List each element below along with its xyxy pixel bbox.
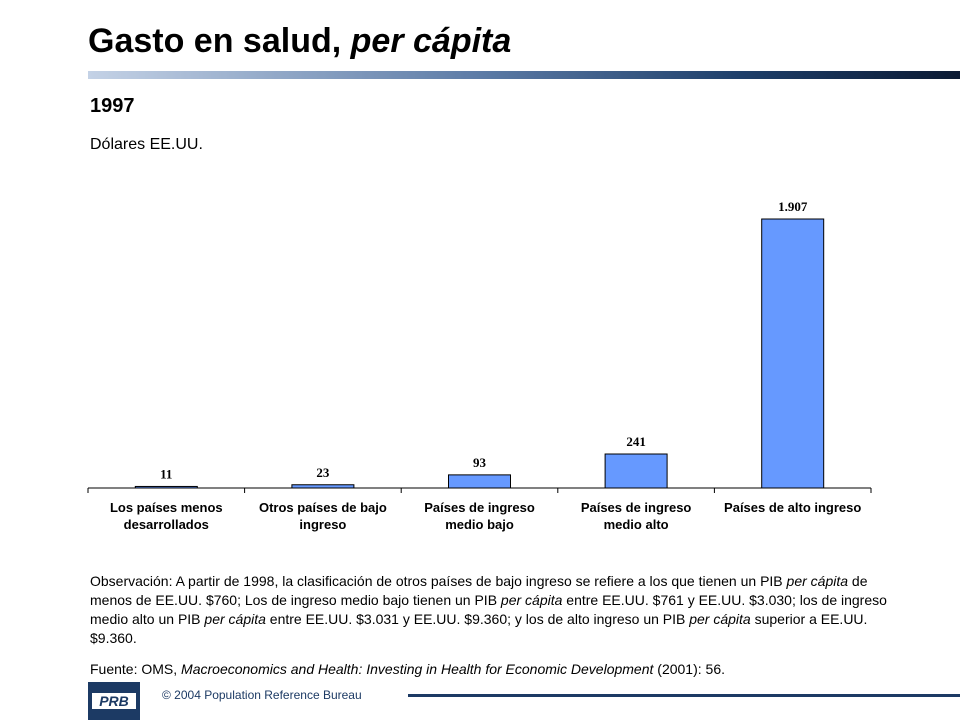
note-segment: per cápita bbox=[689, 611, 751, 627]
note-segment: per cápita bbox=[786, 573, 849, 589]
logo-text: PRB bbox=[99, 693, 129, 709]
category-label: medio bajo bbox=[445, 517, 514, 532]
category-label: Países de alto ingreso bbox=[724, 500, 861, 515]
footer-rule bbox=[408, 694, 960, 697]
bar bbox=[761, 218, 825, 489]
bar bbox=[604, 453, 668, 489]
category-label: Países de ingreso bbox=[424, 500, 535, 515]
data-label: 241 bbox=[626, 434, 646, 449]
note-segment: per cápita bbox=[500, 592, 563, 608]
title-underline-bar bbox=[88, 71, 960, 79]
category-label: ingreso bbox=[299, 517, 346, 532]
slide-title: Gasto en salud, per cápita bbox=[88, 22, 511, 61]
source-segment: Fuente: OMS, bbox=[90, 661, 182, 677]
prb-logo: PRB bbox=[88, 682, 140, 720]
chart-units: Dólares EE.UU. bbox=[90, 136, 203, 153]
data-label: 23 bbox=[316, 465, 330, 480]
category-label: desarrollados bbox=[124, 517, 209, 532]
category-label: medio alto bbox=[604, 517, 669, 532]
category-label: Los países menos bbox=[110, 500, 223, 515]
source-segment: Macroeconomics and Health: Investing in … bbox=[181, 661, 654, 677]
note-segment: entre EE.UU. $3.031 y EE.UU. $9.360; y l… bbox=[265, 611, 690, 627]
data-label: 93 bbox=[473, 455, 487, 470]
chart-year: 1997 bbox=[90, 95, 135, 117]
copyright-text: © 2004 Population Reference Bureau bbox=[162, 688, 362, 702]
note-segment: superior a EE.UU. $9.360. bbox=[90, 611, 868, 646]
bar bbox=[134, 485, 198, 489]
source-segment: (2001): 56. bbox=[653, 661, 725, 677]
title-main: Gasto en salud, bbox=[88, 22, 342, 60]
data-label: 1.907 bbox=[778, 199, 808, 214]
category-label: Países de ingreso bbox=[581, 500, 692, 515]
note-segment: per cápita bbox=[204, 611, 266, 627]
note-segment: de menos de EE.UU. $760; Los de ingreso … bbox=[90, 573, 868, 608]
data-label: 11 bbox=[160, 466, 172, 481]
title-italic: per cápita bbox=[350, 22, 512, 60]
source-citation: Fuente: OMS, Macroeconomics and Health: … bbox=[90, 660, 950, 679]
bar bbox=[448, 474, 511, 489]
note-segment: Observación: A partir de 1998, la clasif… bbox=[90, 573, 787, 589]
note-segment: entre EE.UU. $761 y EE.UU. $3.030; los d… bbox=[90, 592, 887, 627]
bar bbox=[291, 484, 355, 489]
category-label: Otros países de bajo bbox=[259, 500, 387, 515]
observation-note: Observación: A partir de 1998, la clasif… bbox=[90, 572, 890, 648]
